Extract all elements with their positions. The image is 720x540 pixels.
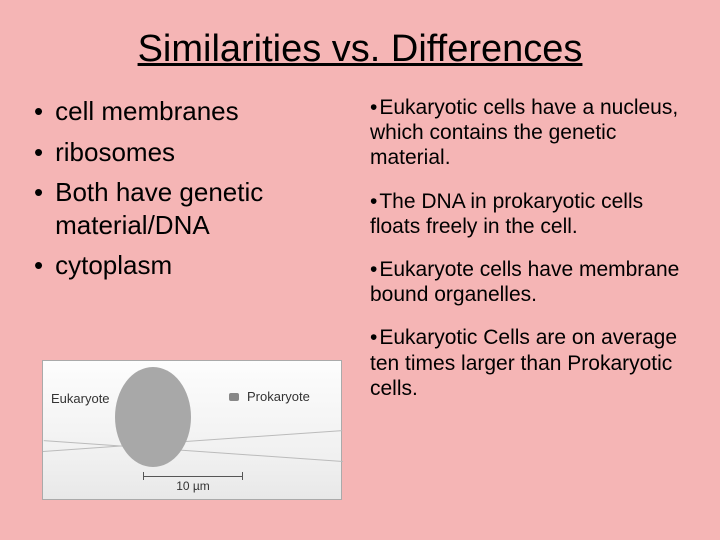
prokaryote-label: Prokaryote [247,389,310,404]
bullet-icon: • [34,249,43,282]
bullet-icon: • [370,326,377,349]
bullet-icon: • [370,96,377,119]
bullet-icon: • [370,190,377,213]
list-item: • cytoplasm [30,249,350,282]
bullet-icon: • [370,258,377,281]
item-text: cytoplasm [55,249,172,282]
prokaryote-cell-icon [229,393,239,401]
item-text: Both have genetic material/DNA [55,176,350,241]
item-text: Eukaryotic cells have a nucleus, which c… [370,96,678,169]
eukaryote-label: Eukaryote [51,391,110,406]
page-title: Similarities vs. Differences [0,0,720,95]
list-item: •Eukaryote cells have membrane bound org… [370,257,690,307]
list-item: •The DNA in prokaryotic cells floats fre… [370,189,690,239]
diagram-canvas: Eukaryote Prokaryote 10 µm [43,361,341,499]
eukaryote-cell-icon [115,367,191,467]
item-text: The DNA in prokaryotic cells floats free… [370,190,643,238]
item-text: ribosomes [55,136,175,169]
scale-line-icon [143,476,243,477]
perspective-line-icon [43,430,342,452]
bullet-icon: • [34,136,43,169]
list-item: • cell membranes [30,95,350,128]
list-item: •Eukaryotic Cells are on average ten tim… [370,325,690,401]
item-text: Eukaryotic Cells are on average ten time… [370,326,677,399]
item-text: Eukaryote cells have membrane bound orga… [370,258,679,306]
item-text: cell membranes [55,95,239,128]
bullet-icon: • [34,95,43,128]
list-item: • Both have genetic material/DNA [30,176,350,241]
scale-bar: 10 µm [143,476,243,493]
bullet-icon: • [34,176,43,241]
list-item: • ribosomes [30,136,350,169]
differences-column: •Eukaryotic cells have a nucleus, which … [360,95,690,419]
cell-size-diagram: Eukaryote Prokaryote 10 µm [42,360,342,500]
perspective-line-icon [44,440,343,462]
list-item: •Eukaryotic cells have a nucleus, which … [370,95,690,171]
scale-text: 10 µm [143,479,243,493]
